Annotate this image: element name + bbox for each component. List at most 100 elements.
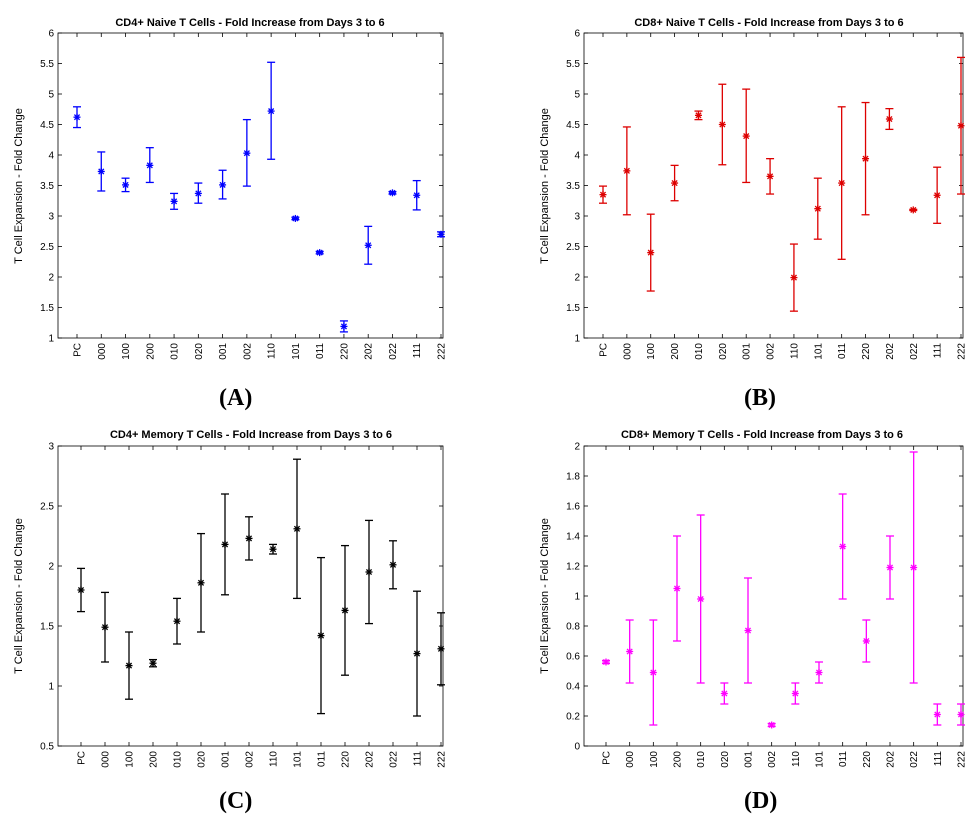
data-point xyxy=(78,587,85,594)
y-tick-label: 3.5 xyxy=(40,181,54,192)
data-point xyxy=(389,189,396,196)
plot-frame xyxy=(584,33,963,338)
y-tick-label: 0.2 xyxy=(566,712,580,723)
x-tick-label: 202 xyxy=(885,343,896,360)
data-point xyxy=(222,541,229,548)
y-tick-label: 6 xyxy=(48,29,54,40)
x-tick-label: 220 xyxy=(861,343,872,360)
x-tick-label: 100 xyxy=(649,751,660,768)
y-tick-label: 0.5 xyxy=(40,742,54,753)
y-axis-label: T Cell Expansion - Fold Change xyxy=(539,518,551,674)
y-axis-label: T Cell Expansion - Fold Change xyxy=(13,108,25,264)
x-tick-label: 110 xyxy=(269,751,280,767)
data-point xyxy=(934,711,941,718)
x-tick-label: 002 xyxy=(766,343,777,360)
data-point xyxy=(171,198,178,205)
chart-title: CD4+ Naive T Cells - Fold Increase from … xyxy=(115,17,384,29)
data-point xyxy=(862,155,869,162)
x-tick-label: 001 xyxy=(742,343,753,360)
data-point xyxy=(887,564,894,571)
y-tick-label: 2.5 xyxy=(40,242,54,253)
x-tick-label: PC xyxy=(73,343,84,357)
data-point xyxy=(146,162,153,169)
x-tick-label: 100 xyxy=(646,343,657,360)
y-tick-label: 1.4 xyxy=(566,532,580,543)
x-tick-label: 011 xyxy=(838,751,849,767)
data-point xyxy=(790,274,797,281)
x-tick-label: 022 xyxy=(389,751,400,768)
data-point xyxy=(366,569,373,576)
x-tick-label: 110 xyxy=(791,751,802,767)
x-tick-label: 200 xyxy=(673,751,684,768)
x-tick-label: 101 xyxy=(291,343,302,360)
plot-frame xyxy=(58,446,443,746)
x-tick-label: 010 xyxy=(694,343,705,360)
x-tick-label: 111 xyxy=(413,751,424,767)
y-tick-label: 1 xyxy=(48,334,54,345)
data-point xyxy=(198,579,205,586)
x-tick-label: 020 xyxy=(197,751,208,768)
x-tick-label: 000 xyxy=(625,751,636,768)
y-tick-label: 2 xyxy=(574,442,580,453)
data-point xyxy=(697,596,704,603)
x-tick-label: 011 xyxy=(837,343,848,359)
data-point xyxy=(219,181,226,188)
data-point xyxy=(268,108,275,115)
x-tick-label: 011 xyxy=(315,343,326,359)
y-tick-label: 5 xyxy=(48,90,54,101)
y-tick-label: 3 xyxy=(48,212,54,223)
x-tick-label: 020 xyxy=(720,751,731,768)
data-point xyxy=(316,249,323,256)
x-tick-label: 002 xyxy=(245,751,256,768)
panel-label-a: (A) xyxy=(219,385,252,412)
chart-title: CD8+ Memory T Cells - Fold Increase from… xyxy=(621,429,903,441)
data-point xyxy=(719,121,726,128)
plot-frame xyxy=(584,446,963,746)
data-point xyxy=(671,180,678,187)
data-point xyxy=(174,618,181,625)
y-tick-label: 2 xyxy=(48,562,54,573)
chart-title: CD4+ Memory T Cells - Fold Increase from… xyxy=(110,429,392,441)
x-tick-label: 222 xyxy=(437,343,448,360)
x-tick-label: 011 xyxy=(317,751,328,767)
y-tick-label: 3 xyxy=(48,442,54,453)
chart-plot-2: 0.5 1 1.5 2 2.5 3 PC 000 100 200 010 020 001 002 110 10… xyxy=(40,442,447,768)
y-tick-label: 5.5 xyxy=(566,59,580,70)
y-tick-label: 1 xyxy=(574,592,580,603)
data-point xyxy=(98,168,105,175)
data-point xyxy=(626,648,633,655)
y-tick-label: 1.2 xyxy=(566,562,580,573)
x-tick-label: 101 xyxy=(293,751,304,768)
data-point xyxy=(603,659,610,666)
y-tick-label: 5.5 xyxy=(40,59,54,70)
data-point xyxy=(342,607,349,614)
x-tick-label: 220 xyxy=(339,343,350,360)
x-tick-label: 001 xyxy=(221,751,232,768)
x-tick-label: 010 xyxy=(173,751,184,768)
x-tick-label: PC xyxy=(599,343,610,357)
data-point xyxy=(318,632,325,639)
y-tick-label: 1 xyxy=(574,334,580,345)
data-point xyxy=(721,690,728,697)
y-tick-label: 0.8 xyxy=(566,622,580,633)
y-tick-label: 2.5 xyxy=(566,242,580,253)
chart-plot-1: 1 1.5 2 2.5 3 3.5 4 4.5 5 5.5 6 PC 000 100 200 010 020 00… xyxy=(566,29,965,360)
x-tick-label: 220 xyxy=(341,751,352,768)
data-point xyxy=(958,122,965,129)
y-tick-label: 4.5 xyxy=(566,120,580,131)
data-point xyxy=(413,192,420,199)
x-tick-label: 101 xyxy=(813,343,824,360)
data-point xyxy=(934,192,941,199)
y-tick-label: 1.5 xyxy=(40,303,54,314)
data-point xyxy=(695,112,702,119)
y-tick-label: 1.5 xyxy=(40,622,54,633)
data-point xyxy=(768,722,775,729)
x-tick-label: 111 xyxy=(933,751,944,767)
data-point xyxy=(438,645,445,652)
data-point xyxy=(816,669,823,676)
x-tick-label: 222 xyxy=(957,751,965,768)
data-point xyxy=(814,205,821,212)
chart-plot-0: 11.522.533.544.555.56PC 000 100 200 010 020 00… xyxy=(40,29,447,360)
y-tick-label: 0 xyxy=(574,742,580,753)
